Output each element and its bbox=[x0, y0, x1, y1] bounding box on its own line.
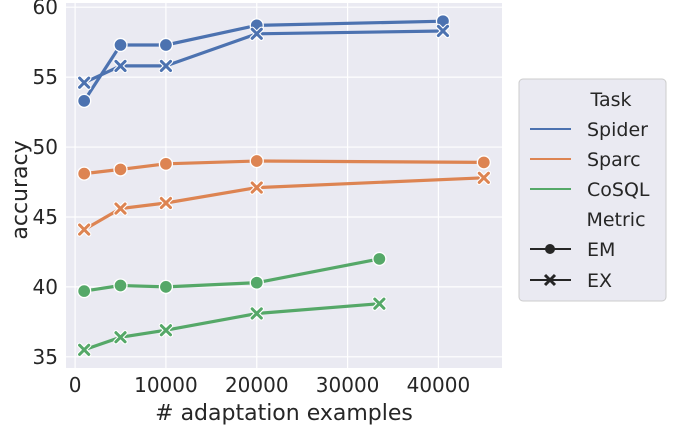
legend-label-em: EM bbox=[587, 239, 615, 261]
point-spider-ex bbox=[159, 59, 173, 73]
point-sparc-ex bbox=[159, 196, 173, 210]
point-cosql-ex bbox=[114, 331, 127, 344]
y-tick-label: 55 bbox=[33, 65, 58, 89]
point-sparc-em bbox=[158, 156, 174, 171]
series-sparc-ex bbox=[76, 170, 492, 237]
point-spider-ex bbox=[436, 24, 450, 38]
x-tick-label: 40000 bbox=[407, 373, 471, 397]
point-sparc-em bbox=[77, 166, 92, 181]
series-layer bbox=[76, 14, 492, 358]
legend-label-spider: Spider bbox=[587, 119, 648, 141]
point-sparc-ex bbox=[78, 223, 91, 236]
point-cosql-ex bbox=[373, 297, 386, 310]
y-tick-label: 40 bbox=[33, 275, 58, 299]
legend-title-task: Task bbox=[589, 89, 631, 111]
y-axis-label: accuracy bbox=[8, 140, 33, 239]
point-cosql-em bbox=[77, 283, 92, 299]
legend-label-ex: EX bbox=[587, 270, 612, 292]
y-tick-label: 45 bbox=[33, 205, 58, 229]
point-cosql-em bbox=[113, 278, 128, 293]
point-sparc-em bbox=[476, 155, 491, 170]
legend-title-metric: Metric bbox=[586, 209, 645, 231]
series-cosql-em bbox=[77, 251, 387, 299]
point-cosql-ex bbox=[78, 343, 91, 356]
point-spider-em bbox=[113, 37, 128, 53]
y-tick-label: 35 bbox=[33, 345, 58, 369]
y-tick-label: 60 bbox=[33, 0, 58, 19]
point-cosql-em bbox=[158, 279, 174, 295]
x-tick-label: 0 bbox=[69, 373, 82, 397]
series-sparc-em bbox=[77, 153, 491, 181]
x-axis-label: # adaptation examples bbox=[155, 401, 413, 426]
legend: Task Spider Sparc CoSQL Metric EM EX bbox=[518, 78, 667, 302]
point-cosql-em bbox=[372, 251, 387, 267]
series-cosql-ex bbox=[76, 296, 387, 358]
point-sparc-em bbox=[113, 162, 128, 177]
point-spider-ex bbox=[114, 59, 127, 73]
series-spider-em bbox=[77, 14, 451, 109]
point-spider-em bbox=[158, 37, 174, 53]
point-cosql-em bbox=[249, 275, 264, 290]
point-cosql-ex bbox=[159, 324, 173, 337]
x-tick-label: 30000 bbox=[316, 373, 380, 397]
legend-marker-ex bbox=[543, 273, 557, 287]
point-sparc-ex bbox=[477, 171, 490, 184]
x-tick-label: 20000 bbox=[225, 373, 289, 397]
legend-label-sparc: Sparc bbox=[587, 149, 641, 171]
legend-marker-em bbox=[545, 244, 555, 254]
point-sparc-ex bbox=[114, 202, 127, 215]
point-cosql-ex bbox=[250, 307, 263, 320]
point-sparc-em bbox=[249, 153, 264, 169]
point-spider-ex bbox=[78, 76, 91, 89]
y-tick-label: 50 bbox=[33, 135, 58, 159]
legend-label-cosql: CoSQL bbox=[587, 179, 650, 201]
x-tick-label: 10000 bbox=[134, 373, 198, 397]
point-spider-em bbox=[77, 93, 92, 109]
point-spider-ex bbox=[250, 27, 263, 40]
tick-labels: 0 10000 20000 30000 40000 35 40 45 50 55 60 bbox=[33, 0, 471, 397]
point-sparc-ex bbox=[250, 181, 263, 194]
series-spider-ex bbox=[76, 23, 451, 90]
legend-box bbox=[518, 78, 667, 302]
